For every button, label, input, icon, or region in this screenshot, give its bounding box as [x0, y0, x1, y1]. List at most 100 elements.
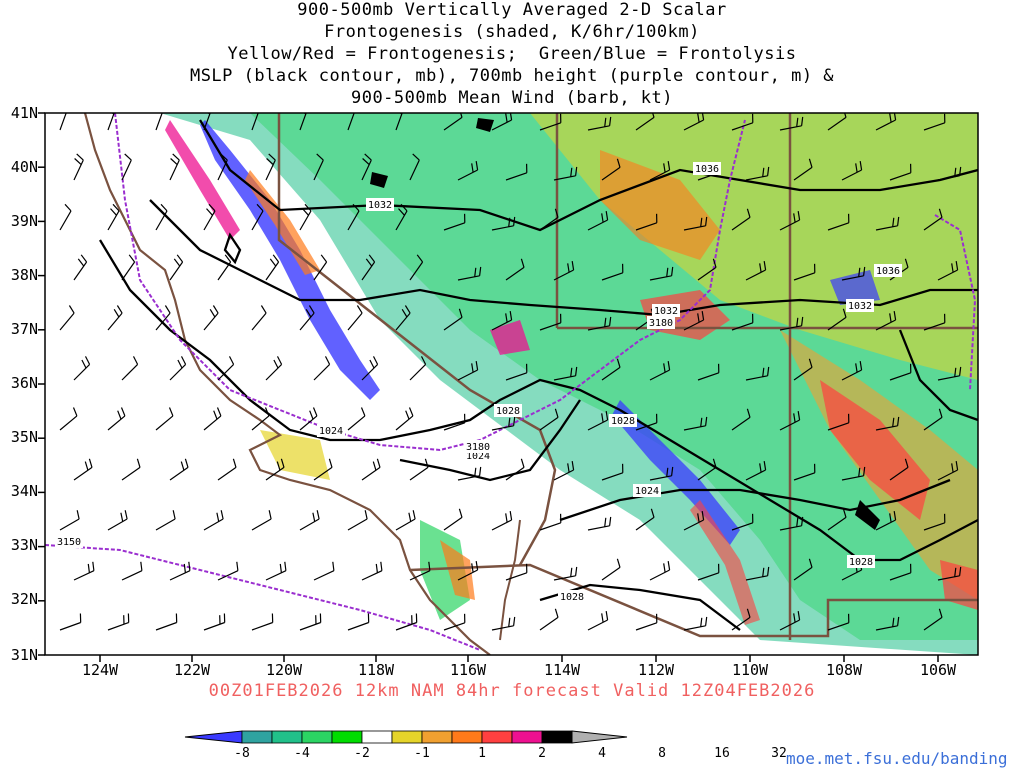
wind-barb-flag: [398, 208, 405, 216]
wind-barb-flag: [793, 213, 796, 223]
wind-barb-shaft: [217, 466, 237, 481]
colorbar-swatch: [331, 730, 363, 744]
wind-barb-shaft: [251, 621, 273, 631]
wind-barb-shaft: [457, 169, 478, 181]
lat-label-36n: 36N: [10, 374, 38, 392]
wind-barb-flag: [697, 313, 700, 323]
wind-barb-flag: [68, 305, 75, 314]
wind-barb-shaft: [731, 616, 751, 631]
wind-barb-flag: [172, 510, 176, 520]
wind-barb-shaft: [347, 621, 369, 631]
mslp-label: 1032: [846, 299, 874, 312]
wind-barb-shaft: [649, 169, 670, 181]
wind-barb-flag: [362, 158, 370, 166]
wind-barb-shaft: [59, 518, 80, 531]
wind-barb-flag: [268, 510, 272, 520]
axis-ticks: [38, 112, 939, 662]
wind-barb-shaft: [457, 369, 478, 381]
wind-barb-shaft: [169, 466, 189, 481]
wind-barb-flag: [697, 513, 700, 523]
wind-barb-flag: [400, 203, 408, 212]
wind-barb-flag: [284, 561, 287, 571]
wind-barb-shaft: [683, 519, 704, 531]
wind-barb-flag: [120, 512, 124, 522]
wind-barb-flag: [904, 458, 909, 468]
wind-barb-flag: [364, 510, 368, 520]
wind-barb-shaft: [155, 113, 163, 131]
height-label-text: 3180: [649, 318, 673, 329]
wind-barb-flag: [762, 367, 765, 377]
wind-barb-shaft: [395, 312, 411, 331]
lon-label-114w: 114W: [543, 661, 581, 679]
colorbar-label: -8: [234, 746, 250, 761]
mslp-label-text: 1036: [876, 266, 900, 277]
wind-barb-shaft: [841, 369, 862, 381]
wind-barb-flag: [892, 217, 895, 227]
wind-barb-shaft: [683, 425, 706, 431]
wind-barb-flag: [76, 510, 80, 520]
wind-barb-flag: [859, 361, 863, 371]
source-website[interactable]: moe.met.fsu.edu/banding: [786, 749, 1008, 768]
colorbar-left-arrow: [184, 730, 243, 744]
colorbar-swatch: [421, 730, 453, 744]
wind-barb-flag: [113, 308, 120, 318]
wind-barb-flag: [180, 461, 185, 471]
wind-barb-flag: [513, 216, 516, 226]
wind-barb-flag: [605, 411, 609, 421]
wind-barb-flag: [224, 254, 232, 263]
wind-barb-flag: [663, 563, 666, 573]
wind-barb-shaft: [395, 113, 403, 131]
wind-barb-shaft: [73, 363, 91, 381]
wind-barb-flag: [955, 461, 959, 471]
wind-barb-flag: [554, 408, 559, 418]
lon-label-120w: 120W: [265, 661, 303, 679]
wind-barb-flag: [667, 561, 671, 571]
gulf-coastline: [499, 519, 521, 641]
mslp-label: 1036: [874, 264, 902, 277]
wind-barb-shaft: [121, 261, 136, 281]
wind-barb-flag: [601, 613, 604, 623]
wind-barb-shaft: [731, 522, 753, 531]
colorbar-swatch: [541, 730, 573, 744]
lat-label-31n: 31N: [10, 646, 38, 664]
wind-barb-flag: [305, 308, 312, 318]
wind-barb-flag: [136, 458, 141, 468]
wind-barb-flag: [767, 566, 770, 576]
wind-barb-shaft: [827, 316, 847, 331]
wind-barb-flag: [396, 104, 403, 110]
wind-barb-flag: [302, 208, 309, 216]
wind-barb-flag: [554, 208, 559, 218]
wind-barb-shaft: [875, 425, 898, 431]
wind-barb-flag: [897, 416, 900, 426]
wind-barb-shaft: [937, 269, 958, 281]
lon-label-106w: 106W: [919, 661, 957, 679]
wind-barb-shaft: [587, 619, 608, 631]
wind-barb-flag: [475, 161, 479, 171]
wind-barb-shaft: [347, 312, 363, 331]
wind-barb-flag: [266, 158, 274, 166]
frontogenesis-shading: [160, 113, 978, 655]
wind-barb-shaft: [827, 116, 847, 131]
mslp-label: 1024: [317, 424, 345, 437]
wind-barb-flag: [793, 613, 796, 623]
wind-barb-flag: [601, 213, 604, 223]
wind-barb-flag: [796, 117, 799, 127]
wind-barb-flag: [938, 408, 943, 418]
lat-label-41n: 41N: [10, 104, 38, 122]
wind-barb-shaft: [251, 415, 270, 431]
wind-barb-flag: [84, 356, 91, 365]
wind-barb-shaft: [155, 210, 168, 231]
wind-barb-flag: [570, 167, 573, 177]
wind-barb-flag: [372, 461, 377, 471]
wind-barb-shaft: [347, 113, 355, 131]
wind-barb-shaft: [875, 625, 898, 631]
wind-barb-shaft: [841, 569, 862, 581]
wind-barb-flag: [959, 566, 962, 576]
wind-barb-flag: [951, 463, 954, 473]
wind-barb-shaft: [587, 219, 608, 231]
wind-barb-shaft: [395, 415, 414, 431]
wind-barb-flag: [360, 407, 366, 417]
wind-barb-shaft: [875, 319, 896, 331]
colorbar-swatch: [391, 730, 423, 744]
wind-barb-flag: [889, 313, 892, 323]
